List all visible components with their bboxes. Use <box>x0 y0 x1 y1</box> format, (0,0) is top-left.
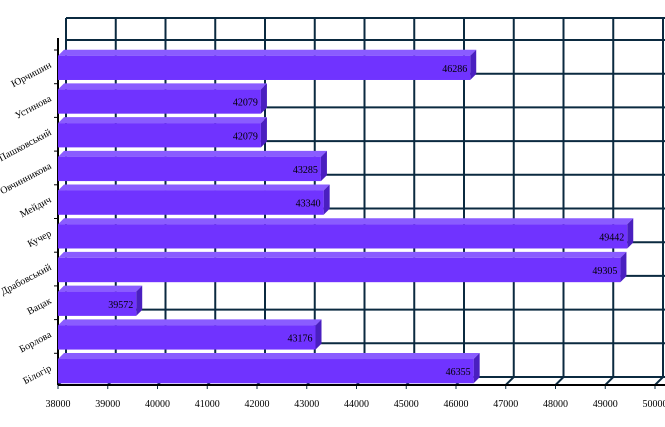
bar <box>58 123 261 148</box>
x-tick-label: 45000 <box>394 399 419 410</box>
bar <box>58 224 628 249</box>
bar-top <box>58 353 480 360</box>
y-tick-label: Юрчишин <box>10 59 54 90</box>
data-label: 42079 <box>233 98 258 109</box>
bar-side <box>260 117 267 148</box>
bar-top <box>58 251 627 258</box>
data-label: 42079 <box>233 131 258 142</box>
x-tick-label: 44000 <box>344 399 369 410</box>
bar-top <box>58 319 322 326</box>
bar <box>58 55 471 80</box>
data-label: 49442 <box>599 232 624 243</box>
x-tick-label: 38000 <box>46 399 71 410</box>
x-tick-label: 43000 <box>294 399 319 410</box>
bar-top <box>58 218 634 225</box>
bar-side <box>620 251 627 283</box>
x-tick-label: 39000 <box>95 399 120 410</box>
gridline-floor <box>554 376 565 386</box>
x-tick-label: 42000 <box>245 399 270 410</box>
y-tick-label: Устинова <box>13 93 53 121</box>
x-tick-label: 40000 <box>145 399 170 410</box>
data-label: 49305 <box>592 266 617 277</box>
x-tick-label: 41000 <box>195 399 220 410</box>
bar-side <box>627 218 634 249</box>
x-tick-label: 50000 <box>643 399 665 410</box>
y-tick-label: Кучер <box>26 228 54 250</box>
y-tick-label: Вацак <box>25 296 53 318</box>
bar-side <box>136 285 143 316</box>
data-label: 46355 <box>446 367 471 378</box>
bar <box>58 156 321 182</box>
x-tick-label: 47000 <box>493 399 518 410</box>
bar <box>58 359 474 384</box>
y-tick-label: Борлова <box>18 329 54 355</box>
bar-top <box>58 285 143 292</box>
bar-top <box>58 49 477 56</box>
bar-top <box>58 117 267 124</box>
bar-top <box>58 83 267 90</box>
x-tick-label: 46000 <box>444 399 469 410</box>
data-label: 43176 <box>288 333 313 344</box>
bar-side <box>323 184 330 215</box>
data-label: 43340 <box>296 199 321 210</box>
bar <box>58 89 261 114</box>
bar-top <box>58 150 327 157</box>
bar-side <box>260 83 267 114</box>
y-tick-label: Білогір <box>21 363 53 387</box>
gridline-floor <box>604 376 614 386</box>
data-label: 43285 <box>293 165 318 176</box>
y-tick-label: Овчинникова <box>0 161 54 197</box>
gridline-floor <box>654 376 664 386</box>
bar-top <box>58 184 330 191</box>
y-tick-label: Мейдич <box>18 195 53 221</box>
bar-side <box>320 150 327 182</box>
bar <box>58 291 137 316</box>
y-tick-label: Драбовський <box>0 262 54 298</box>
bar-side <box>315 319 322 350</box>
x-tick-label: 48000 <box>543 399 568 410</box>
x-tick-label: 49000 <box>593 399 618 410</box>
bar-side <box>473 353 480 384</box>
bar-side <box>470 49 477 80</box>
bar <box>58 257 621 283</box>
data-label: 39572 <box>108 300 133 311</box>
data-label: 46286 <box>442 64 467 75</box>
bar <box>58 325 316 350</box>
y-tick-label: Пашковський <box>0 127 54 164</box>
gridline-floor <box>505 376 515 386</box>
bar <box>58 190 324 215</box>
